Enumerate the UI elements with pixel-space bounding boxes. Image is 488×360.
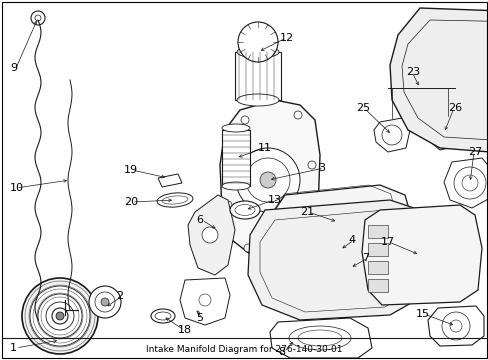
Ellipse shape	[162, 196, 187, 204]
Polygon shape	[373, 118, 409, 152]
Ellipse shape	[297, 330, 341, 346]
Text: 25: 25	[355, 103, 369, 113]
Text: 3: 3	[317, 163, 325, 173]
Text: 20: 20	[123, 197, 138, 207]
Ellipse shape	[157, 193, 193, 207]
Text: 17: 17	[380, 237, 394, 247]
Polygon shape	[180, 278, 229, 325]
Circle shape	[441, 312, 469, 340]
Circle shape	[35, 15, 41, 21]
Circle shape	[199, 294, 210, 306]
Circle shape	[461, 175, 477, 191]
Ellipse shape	[237, 46, 279, 58]
Bar	[367, 279, 387, 292]
Ellipse shape	[155, 312, 171, 320]
Polygon shape	[220, 100, 319, 260]
Text: 4: 4	[347, 235, 354, 245]
Circle shape	[260, 172, 275, 188]
Polygon shape	[389, 8, 488, 152]
Text: 21: 21	[299, 207, 313, 217]
Circle shape	[30, 286, 90, 346]
Text: 8: 8	[278, 347, 285, 357]
Bar	[367, 225, 387, 238]
Text: 23: 23	[405, 67, 419, 77]
Text: 2: 2	[116, 291, 123, 301]
Circle shape	[293, 111, 302, 119]
Ellipse shape	[229, 201, 260, 219]
Circle shape	[31, 11, 45, 25]
Circle shape	[89, 286, 121, 318]
Polygon shape	[158, 174, 182, 187]
Circle shape	[433, 123, 453, 143]
Text: 27: 27	[467, 147, 481, 157]
Circle shape	[238, 22, 278, 62]
Circle shape	[101, 298, 109, 306]
Circle shape	[381, 125, 401, 145]
Bar	[222, 130, 249, 186]
Polygon shape	[267, 185, 414, 295]
Text: 7: 7	[361, 253, 368, 263]
Polygon shape	[425, 116, 461, 150]
Text: Intake Manifold Diagram for 276-140-30-01: Intake Manifold Diagram for 276-140-30-0…	[146, 346, 342, 355]
Text: 10: 10	[10, 183, 24, 193]
Polygon shape	[361, 205, 481, 305]
Text: 5: 5	[196, 313, 203, 323]
Text: 9: 9	[10, 63, 17, 73]
Ellipse shape	[329, 215, 346, 230]
Text: 15: 15	[415, 309, 429, 319]
Circle shape	[22, 278, 98, 354]
Circle shape	[453, 167, 485, 199]
Ellipse shape	[237, 94, 279, 106]
Circle shape	[244, 244, 251, 252]
Polygon shape	[269, 318, 371, 358]
Text: 18: 18	[178, 325, 192, 335]
Ellipse shape	[222, 124, 249, 132]
Polygon shape	[187, 195, 235, 275]
Text: 6: 6	[196, 215, 203, 225]
Ellipse shape	[288, 326, 350, 350]
Circle shape	[202, 227, 218, 243]
Bar	[367, 261, 387, 274]
Circle shape	[52, 308, 68, 324]
Ellipse shape	[222, 182, 249, 190]
Ellipse shape	[151, 309, 175, 323]
Polygon shape	[247, 200, 434, 320]
Text: 26: 26	[447, 103, 461, 113]
Circle shape	[38, 294, 82, 338]
Text: 13: 13	[267, 195, 282, 205]
Ellipse shape	[325, 210, 350, 234]
Circle shape	[449, 320, 461, 332]
Circle shape	[245, 158, 289, 202]
Polygon shape	[443, 158, 488, 208]
Circle shape	[241, 116, 248, 124]
Bar	[367, 243, 387, 256]
Polygon shape	[427, 306, 483, 346]
Circle shape	[95, 292, 115, 312]
Ellipse shape	[235, 204, 254, 216]
Circle shape	[301, 236, 308, 244]
Circle shape	[307, 161, 315, 169]
Text: 1: 1	[10, 343, 17, 353]
Circle shape	[46, 302, 74, 330]
Circle shape	[56, 312, 64, 320]
Text: 11: 11	[258, 143, 271, 153]
Bar	[235, 52, 281, 100]
Text: 12: 12	[280, 33, 293, 43]
Circle shape	[236, 148, 299, 212]
Text: 19: 19	[123, 165, 138, 175]
Circle shape	[224, 201, 231, 209]
